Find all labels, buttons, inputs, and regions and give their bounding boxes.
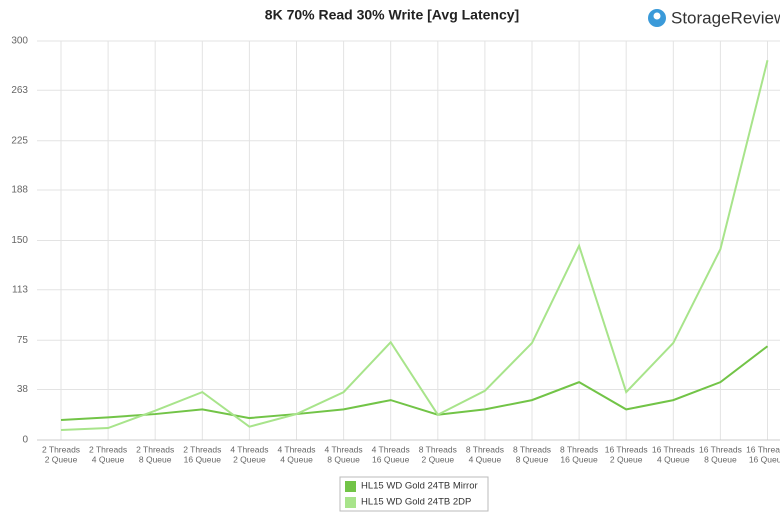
x-tick-label: 8 Queue (704, 454, 737, 464)
x-tick-label: 4 Queue (92, 454, 125, 464)
legend-swatch (345, 481, 356, 492)
y-tick-label: 263 (11, 85, 28, 96)
chart-title: 8K 70% Read 30% Write [Avg Latency] (265, 7, 519, 23)
x-tick-label: 16 Queue (184, 454, 222, 464)
y-tick-label: 150 (11, 235, 28, 246)
x-tick-label: 8 Queue (516, 454, 549, 464)
x-tick-label: 16 Threads (652, 444, 695, 454)
x-tick-label: 2 Threads (183, 444, 221, 454)
x-tick-label: 2 Threads (42, 444, 80, 454)
x-tick-label: 4 Threads (372, 444, 410, 454)
x-tick-label: 4 Queue (657, 454, 690, 464)
legend-box (339, 476, 489, 512)
x-tick-label: 8 Threads (513, 444, 551, 454)
x-tick-label: 16 Threads (746, 444, 780, 454)
x-tick-label: 2 Queue (45, 454, 78, 464)
x-tick-label: 8 Threads (560, 444, 598, 454)
x-tick-label: 8 Threads (466, 444, 504, 454)
y-tick-label: 113 (12, 284, 28, 295)
x-tick-label: 2 Threads (89, 444, 127, 454)
legend-label: HL15 WD Gold 24TB 2DP (361, 497, 471, 508)
x-tick-label: 4 Queue (280, 454, 313, 464)
series-line (60, 60, 769, 432)
y-tick-label: 225 (11, 135, 28, 146)
x-tick-label: 8 Queue (327, 454, 360, 464)
legend-label: HL15 WD Gold 24TB Mirror (361, 481, 478, 492)
x-tick-label: 2 Threads (136, 444, 174, 454)
x-tick-label: 2 Queue (233, 454, 266, 464)
x-tick-label: 16 Threads (699, 444, 742, 454)
x-tick-label: 16 Queue (749, 454, 780, 464)
x-tick-label: 4 Queue (469, 454, 502, 464)
legend-swatch (345, 497, 356, 508)
x-tick-label: 2 Queue (610, 454, 643, 464)
x-tick-label: 16 Queue (372, 454, 410, 464)
y-tick-label: 188 (11, 185, 28, 196)
x-tick-label: 8 Queue (139, 454, 172, 464)
x-tick-label: 16 Threads (605, 444, 648, 454)
x-tick-label: 16 Queue (560, 454, 598, 464)
logo-icon-dot (653, 12, 661, 20)
y-tick-label: 300 (11, 36, 28, 47)
y-tick-label: 75 (17, 335, 29, 346)
x-tick-label: 4 Threads (325, 444, 363, 454)
y-tick-label: 38 (17, 384, 29, 395)
series-line (60, 345, 769, 422)
x-tick-label: 4 Threads (277, 444, 315, 454)
x-tick-label: 8 Threads (419, 444, 457, 454)
x-tick-label: 2 Queue (421, 454, 454, 464)
x-tick-label: 4 Threads (230, 444, 268, 454)
y-tick-label: 0 (22, 435, 28, 446)
logo-text: StorageReview (671, 8, 780, 27)
